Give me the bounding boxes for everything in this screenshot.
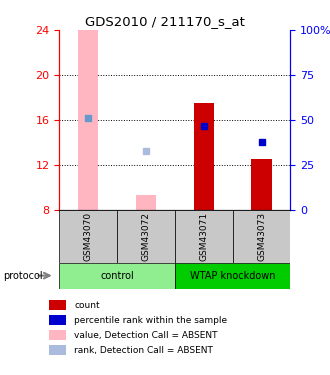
Text: WTAP knockdown: WTAP knockdown (190, 271, 276, 280)
Text: GSM43073: GSM43073 (257, 211, 266, 261)
FancyBboxPatch shape (175, 262, 290, 289)
Text: protocol: protocol (3, 271, 43, 280)
Text: percentile rank within the sample: percentile rank within the sample (75, 316, 228, 325)
FancyBboxPatch shape (59, 210, 117, 262)
Bar (78, 30, 98, 210)
Text: GSM43071: GSM43071 (199, 211, 208, 261)
Bar (49, 300, 66, 310)
Bar (49, 345, 66, 355)
FancyBboxPatch shape (59, 262, 175, 289)
Text: count: count (75, 301, 100, 310)
Text: control: control (100, 271, 134, 280)
FancyBboxPatch shape (233, 210, 290, 262)
FancyBboxPatch shape (175, 210, 233, 262)
Bar (136, 195, 156, 210)
Bar (194, 103, 214, 210)
Text: GSM43072: GSM43072 (142, 212, 150, 261)
Text: GSM43070: GSM43070 (84, 211, 93, 261)
Text: GDS2010 / 211170_s_at: GDS2010 / 211170_s_at (85, 15, 245, 28)
Bar (49, 330, 66, 340)
Bar (251, 159, 272, 210)
FancyBboxPatch shape (117, 210, 175, 262)
Text: value, Detection Call = ABSENT: value, Detection Call = ABSENT (75, 331, 218, 340)
Bar (49, 315, 66, 325)
Text: rank, Detection Call = ABSENT: rank, Detection Call = ABSENT (75, 346, 214, 355)
